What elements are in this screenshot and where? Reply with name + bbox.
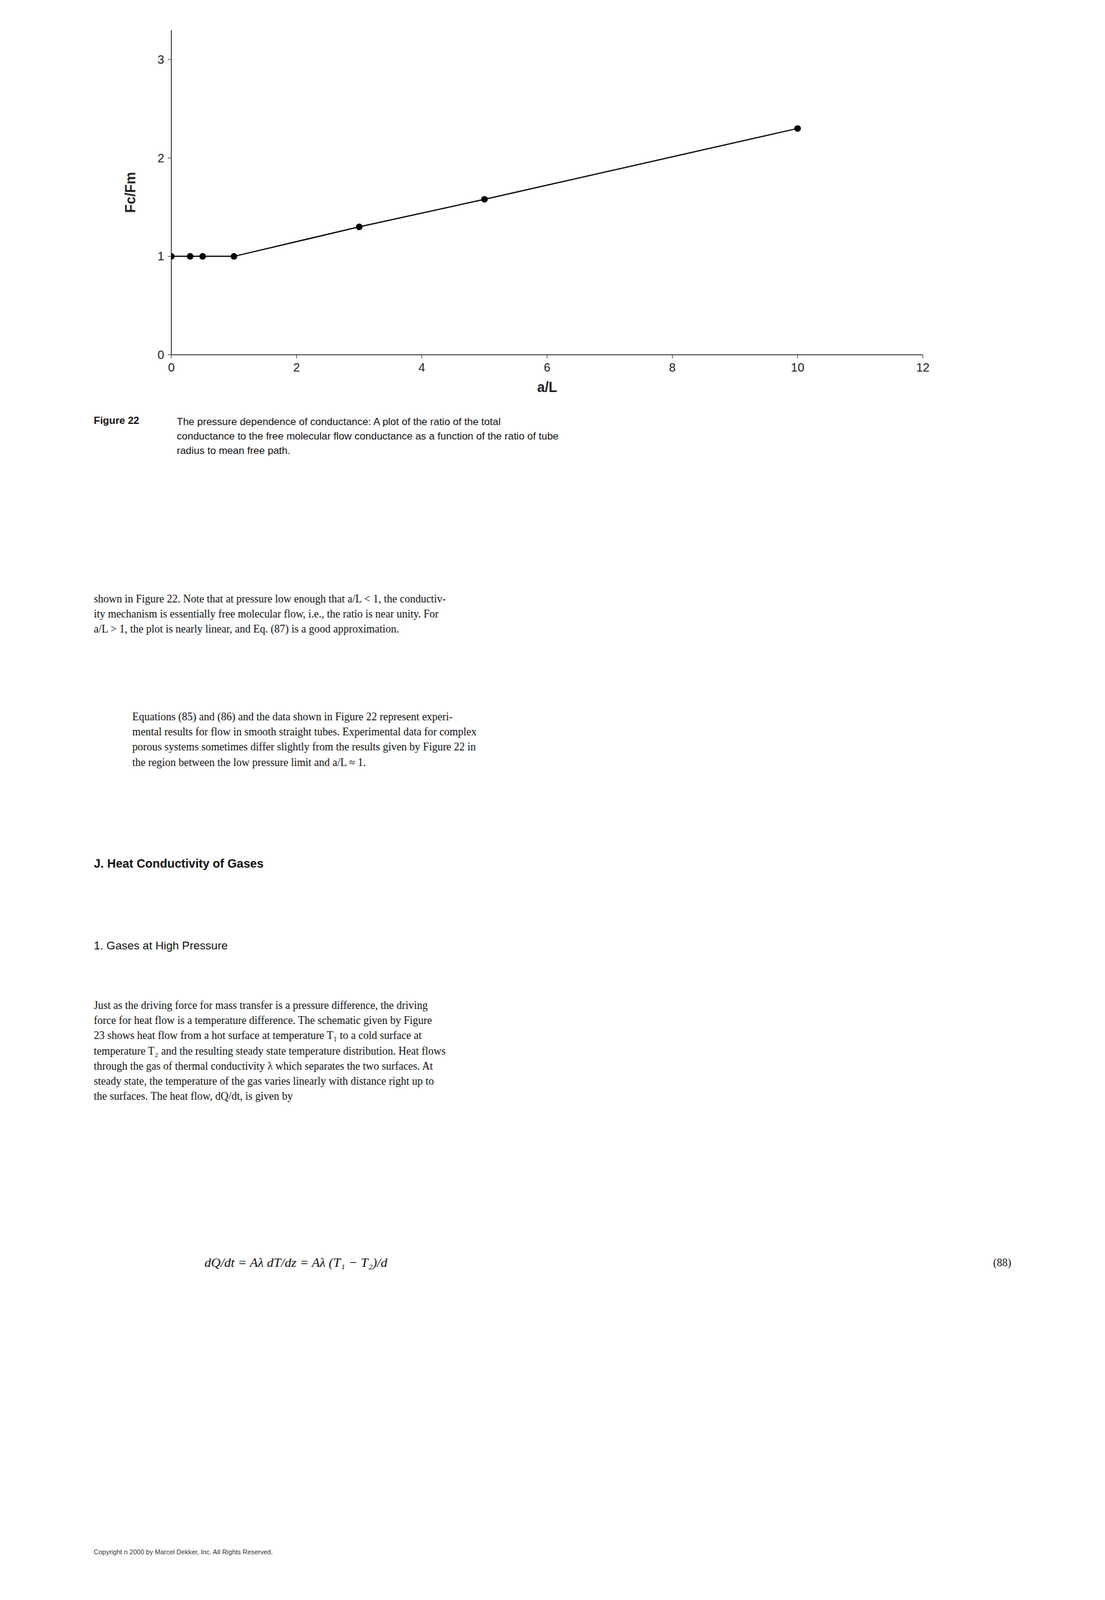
marker — [480, 195, 488, 203]
x-tick-label: 2 — [293, 360, 300, 374]
y-tick — [167, 59, 172, 61]
x-tick — [922, 354, 924, 359]
equation-number: (88) — [993, 1255, 1012, 1271]
equation: dQ/dt = Aλ dT/dz = Aλ (T₁ − T₂)/d — [204, 1253, 388, 1273]
x-tick-label: 12 — [916, 360, 930, 374]
x-tick — [672, 354, 673, 359]
caption-label: Figure 22 — [93, 414, 140, 427]
y-tick — [167, 354, 172, 356]
x-tick-label: 10 — [791, 360, 805, 374]
body-text: shown in Figure 22. Note that at pressur… — [93, 591, 447, 638]
x-tick-label: 4 — [418, 360, 426, 374]
marker — [355, 223, 363, 231]
subsection-heading: 1. Gases at High Pressure — [93, 939, 228, 953]
x-tick — [547, 354, 548, 359]
caption-text: The pressure dependence of conductance: … — [176, 414, 559, 458]
marker — [199, 253, 207, 260]
x-tick — [171, 354, 172, 359]
y-tick-label: 1 — [157, 249, 165, 263]
section-heading: J. Heat Conductivity of Gases — [93, 856, 264, 871]
marker — [794, 125, 801, 132]
y-tick — [167, 256, 172, 257]
body-text: Just as the driving force for mass trans… — [93, 997, 446, 1104]
x-tick — [421, 354, 423, 359]
x-tick-label: 0 — [167, 360, 175, 374]
x-axis-label: a/L — [536, 379, 557, 395]
y-tick-label: 0 — [157, 348, 165, 362]
plot-area — [171, 125, 801, 260]
x-tick-label: 6 — [543, 360, 551, 374]
marker — [186, 253, 194, 260]
y-tick — [167, 157, 172, 159]
body-text: Equations (85) and (86) and the data sho… — [132, 709, 477, 771]
copyright: Copyright n 2000 by Marcel Dekker, Inc. … — [93, 1548, 273, 1556]
y-axis-label: Fc/Fm — [122, 171, 139, 213]
x-tick — [296, 354, 297, 359]
x-tick — [797, 354, 798, 359]
y-tick-label: 2 — [157, 151, 165, 165]
marker — [230, 253, 238, 260]
marker — [171, 253, 175, 260]
y-tick-label: 3 — [157, 52, 165, 67]
line — [171, 128, 798, 257]
y-axis-line — [170, 30, 172, 355]
chart: 0246810120123a/LFc/Fm — [0, 0, 1105, 421]
x-tick-label: 8 — [669, 360, 676, 374]
